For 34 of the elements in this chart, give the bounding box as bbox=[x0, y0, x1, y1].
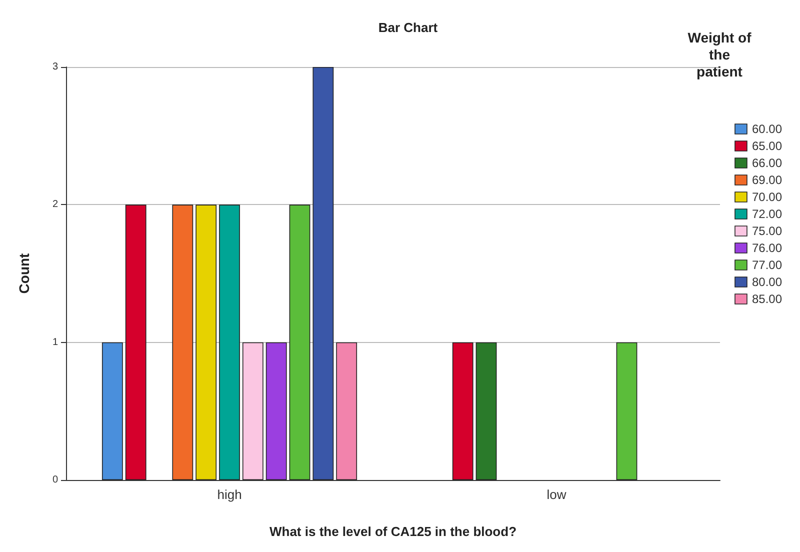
y-axis-title: Count bbox=[16, 252, 32, 294]
legend-label: 76.00 bbox=[752, 241, 782, 255]
legend-label: 60.00 bbox=[752, 122, 782, 136]
legend-label: 75.00 bbox=[752, 224, 782, 238]
y-tick-label: 1 bbox=[52, 336, 58, 348]
bar bbox=[102, 342, 123, 480]
legend-label: 85.00 bbox=[752, 292, 782, 306]
bar bbox=[452, 342, 474, 480]
y-tick-label: 2 bbox=[52, 199, 58, 210]
bar bbox=[125, 204, 146, 480]
legend-label: 70.00 bbox=[752, 190, 782, 204]
bar bbox=[172, 204, 194, 480]
legend-label: 77.00 bbox=[752, 258, 782, 272]
bar bbox=[312, 67, 334, 480]
bar bbox=[336, 342, 358, 480]
x-tick-label: high bbox=[217, 487, 242, 502]
bar bbox=[219, 204, 240, 480]
x-tick-label: low bbox=[546, 487, 567, 502]
bar bbox=[196, 204, 217, 480]
y-tick-label: 0 bbox=[52, 474, 58, 486]
x-axis-title: What is the level of CA125 in the blood? bbox=[269, 524, 517, 539]
bar bbox=[242, 342, 264, 480]
bar bbox=[616, 342, 638, 480]
legend-label: 65.00 bbox=[752, 139, 782, 153]
chart-title: Bar Chart bbox=[378, 20, 438, 35]
y-tick-label: 3 bbox=[52, 62, 58, 72]
legend-label: 72.00 bbox=[752, 207, 782, 221]
legend-label: 66.00 bbox=[752, 156, 782, 170]
legend-title: Weight of the patient bbox=[688, 30, 752, 80]
legend-label: 69.00 bbox=[752, 173, 782, 187]
bar bbox=[476, 342, 497, 480]
bar bbox=[266, 342, 287, 480]
legend-label: 80.00 bbox=[752, 275, 782, 289]
bar bbox=[289, 204, 310, 480]
